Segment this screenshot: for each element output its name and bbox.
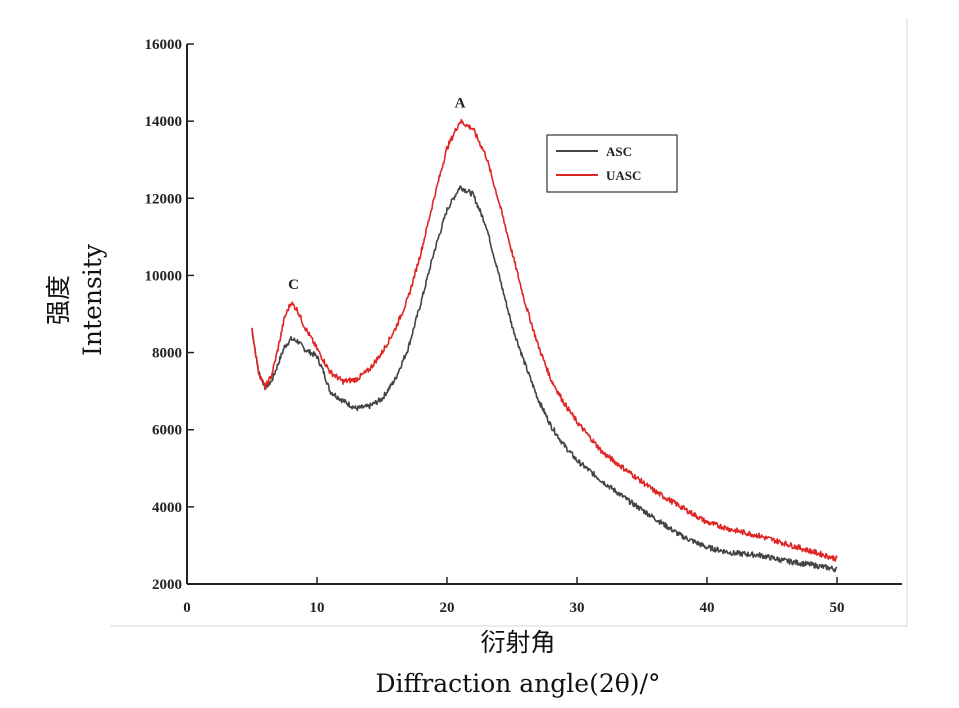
y-axis-title-cn: 强度	[44, 275, 73, 325]
y-tick-group: 2000 4000 6000 8000 10000 12000 14000 16000	[145, 37, 194, 593]
x-axis-title-cn: 衍射角	[480, 628, 555, 657]
y-tick-label: 8000	[152, 346, 182, 362]
y-tick-label: 4000	[152, 500, 182, 516]
y-tick-label: 10000	[145, 268, 183, 284]
x-tick-group: 0 10 20 30 40 50	[183, 577, 845, 616]
x-tick-label: 30	[570, 600, 585, 616]
annotation-layer: AC	[288, 96, 465, 293]
y-axis-title: 强度 Intensity	[44, 243, 107, 356]
peak-label-a: A	[455, 96, 466, 112]
series-line-asc	[251, 185, 838, 573]
y-tick-label: 14000	[145, 114, 183, 130]
x-tick-label: 40	[700, 600, 715, 616]
series-line-uasc	[251, 118, 838, 562]
y-tick-label: 6000	[152, 423, 182, 439]
y-axis-title-en: Intensity	[78, 243, 107, 356]
x-tick-label: 20	[440, 600, 455, 616]
y-tick-label: 12000	[145, 191, 183, 207]
y-tick-label: 2000	[152, 577, 182, 593]
legend-label-asc: ASC	[606, 144, 632, 159]
legend-label-uasc: UASC	[606, 168, 641, 183]
legend: ASC UASC	[546, 134, 678, 193]
x-tick-label: 10	[310, 600, 325, 616]
y-tick-label: 16000	[145, 37, 183, 53]
legend-box	[546, 134, 678, 193]
x-axis-title-en: Diffraction angle(2θ)/°	[376, 669, 661, 698]
x-tick-label: 50	[830, 600, 845, 616]
series-layer	[251, 118, 838, 573]
x-tick-label: 0	[183, 600, 191, 616]
peak-label-c: C	[288, 277, 299, 293]
